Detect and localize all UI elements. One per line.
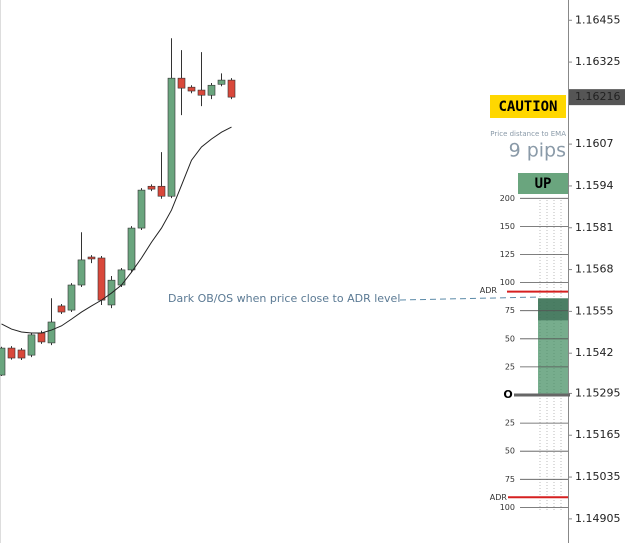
candle-body bbox=[207, 84, 216, 96]
candle-body bbox=[77, 259, 86, 286]
current-price-box bbox=[569, 89, 625, 106]
candle-body bbox=[127, 227, 136, 271]
candle-body bbox=[157, 185, 166, 197]
scale-label: 200 bbox=[500, 194, 515, 203]
scale-label: 75 bbox=[505, 475, 515, 484]
candle-body bbox=[67, 284, 76, 311]
y-tick-label: 1.1581 bbox=[575, 221, 614, 234]
candle-body bbox=[0, 347, 6, 376]
candle-body bbox=[37, 332, 46, 343]
candle-body bbox=[97, 257, 106, 301]
adr-label: ADR bbox=[480, 286, 498, 295]
candle-body bbox=[27, 334, 36, 356]
y-tick-label: 1.1568 bbox=[575, 263, 614, 276]
candle-body bbox=[47, 321, 56, 344]
candle-body bbox=[197, 89, 206, 96]
y-tick-label: 1.15295 bbox=[575, 386, 621, 399]
scale-label: 125 bbox=[500, 250, 515, 259]
candle-body bbox=[177, 77, 186, 89]
candle-body bbox=[147, 185, 156, 190]
candle-body bbox=[137, 189, 146, 229]
y-tick-label: 1.1594 bbox=[575, 179, 614, 192]
annotation-line bbox=[399, 296, 541, 301]
scale-label: 75 bbox=[505, 306, 515, 315]
current-price: 1.16216 bbox=[575, 90, 621, 103]
candle-body bbox=[57, 305, 66, 313]
y-tick-label: 1.16325 bbox=[575, 55, 621, 68]
ema-line bbox=[1, 126, 232, 334]
y-tick-label: 1.1607 bbox=[575, 137, 614, 150]
candle-body bbox=[17, 349, 26, 359]
y-tick-label: 1.1542 bbox=[575, 346, 614, 359]
adr-label: ADR bbox=[490, 493, 508, 502]
panel-dots bbox=[539, 200, 562, 510]
y-tick-label: 1.15035 bbox=[575, 470, 621, 483]
y-tick-label: 1.15165 bbox=[575, 428, 621, 441]
scale-label: 50 bbox=[505, 447, 515, 456]
trend-box bbox=[518, 173, 568, 194]
trend: UP bbox=[535, 176, 552, 192]
candle-body bbox=[7, 347, 16, 359]
status: CAUTION bbox=[498, 99, 557, 115]
scale-label: 100 bbox=[500, 503, 515, 512]
scale-label: 25 bbox=[505, 419, 515, 428]
candle-body bbox=[227, 79, 236, 98]
scale-label: 100 bbox=[500, 278, 515, 287]
zero-label: O bbox=[503, 388, 512, 401]
scale-label: 150 bbox=[500, 222, 515, 231]
gauge-dark bbox=[538, 298, 568, 321]
candle-body bbox=[187, 86, 196, 92]
candle-body bbox=[167, 77, 176, 197]
y-tick-label: 1.14905 bbox=[575, 512, 621, 525]
y-tick-label: 1.1555 bbox=[575, 304, 614, 317]
distance-caption: Price distance to EMA bbox=[490, 130, 566, 138]
y-tick-label: 1.16455 bbox=[575, 13, 621, 26]
scale-label: 25 bbox=[505, 362, 515, 371]
distance: 9 pips bbox=[509, 140, 566, 162]
scale-label: 50 bbox=[505, 334, 515, 343]
status-box bbox=[490, 95, 566, 118]
candle-body bbox=[87, 256, 96, 260]
candle-body bbox=[117, 269, 126, 286]
candle-body bbox=[217, 79, 226, 85]
annotation: Dark OB/OS when price close to ADR level bbox=[168, 292, 400, 305]
